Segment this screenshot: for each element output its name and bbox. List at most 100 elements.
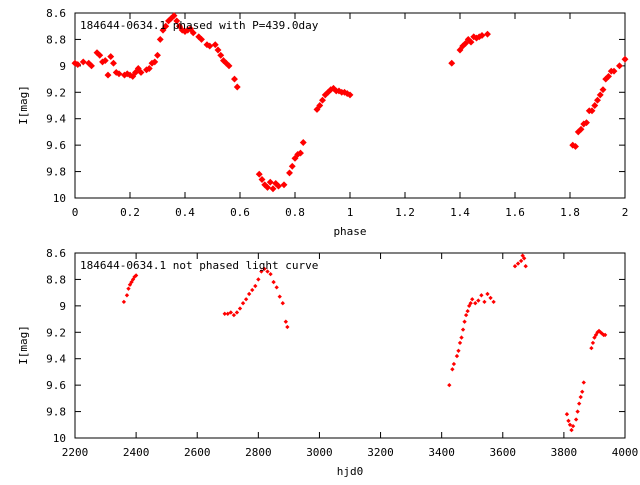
data-point bbox=[473, 301, 478, 306]
y-tick-label: 9.4 bbox=[46, 353, 66, 366]
data-point bbox=[451, 361, 457, 367]
data-point bbox=[570, 423, 576, 429]
data-point bbox=[96, 51, 104, 59]
data-point bbox=[269, 185, 277, 193]
y-tick-label: 9 bbox=[59, 300, 66, 313]
data-point bbox=[578, 394, 583, 400]
data-point bbox=[605, 72, 612, 80]
data-point bbox=[580, 389, 585, 394]
y-tick-label: 10 bbox=[53, 432, 66, 445]
data-point bbox=[156, 35, 164, 43]
data-point bbox=[467, 303, 472, 309]
x-tick-label: 2 bbox=[622, 206, 629, 219]
data-point bbox=[285, 324, 290, 330]
data-point bbox=[488, 295, 493, 301]
data-point bbox=[460, 327, 466, 332]
data-point bbox=[470, 297, 475, 302]
data-point bbox=[101, 57, 109, 65]
x-tick-label: 3800 bbox=[551, 446, 578, 459]
data-point bbox=[259, 269, 264, 274]
data-point bbox=[110, 59, 117, 67]
data-point bbox=[121, 299, 127, 305]
data-point bbox=[228, 310, 233, 315]
y-tick-label: 8.6 bbox=[46, 247, 66, 260]
y-tick-label: 9.8 bbox=[46, 166, 66, 179]
data-point bbox=[456, 348, 461, 353]
data-point bbox=[491, 299, 496, 305]
x-tick-label: 1.8 bbox=[560, 206, 580, 219]
data-point bbox=[173, 17, 181, 25]
data-point bbox=[264, 183, 271, 191]
data-point bbox=[448, 59, 456, 67]
data-point bbox=[129, 279, 134, 285]
y-tick-label: 9.2 bbox=[46, 86, 66, 99]
data-point bbox=[176, 22, 183, 30]
data-point bbox=[253, 283, 258, 289]
data-point bbox=[234, 310, 240, 315]
y-axis-label: I[mag] bbox=[17, 325, 30, 365]
data-point bbox=[145, 65, 153, 72]
data-point bbox=[256, 277, 261, 282]
data-point bbox=[564, 412, 570, 417]
y-axis-label: I[mag] bbox=[17, 85, 30, 125]
data-point bbox=[588, 107, 596, 115]
data-point bbox=[462, 319, 467, 324]
data-point bbox=[159, 26, 167, 34]
data-point bbox=[231, 75, 238, 83]
data-point bbox=[107, 53, 115, 61]
data-point bbox=[271, 279, 276, 285]
unphased-light-curve-chart: hjd0 I[mag] 2200 2400 2600 2800 3000 3200 3400… bbox=[17, 247, 638, 478]
data-point bbox=[454, 353, 460, 359]
data-point bbox=[482, 299, 487, 305]
data-point bbox=[162, 22, 170, 30]
data-point bbox=[74, 61, 82, 68]
data-point bbox=[262, 266, 267, 272]
data-point bbox=[459, 335, 464, 340]
x-tick-label: 1 bbox=[347, 206, 354, 219]
data-point bbox=[485, 291, 490, 297]
data-point bbox=[189, 29, 197, 37]
x-tick-label: 3400 bbox=[428, 446, 455, 459]
x-tick-label: 2600 bbox=[184, 446, 211, 459]
x-tick-label: 0 bbox=[72, 206, 79, 219]
data-point bbox=[266, 178, 274, 186]
data-point bbox=[581, 380, 586, 385]
x-tick-label: 0.4 bbox=[175, 206, 195, 219]
data-point bbox=[468, 301, 473, 306]
data-point bbox=[594, 96, 601, 104]
x-tick-label: 0.6 bbox=[230, 206, 250, 219]
data-point bbox=[124, 293, 130, 298]
data-point bbox=[583, 119, 590, 127]
data-point bbox=[463, 312, 469, 318]
data-point bbox=[346, 91, 354, 99]
data-point bbox=[621, 55, 629, 63]
data-point bbox=[275, 182, 282, 190]
data-point bbox=[592, 335, 597, 340]
data-point bbox=[297, 149, 304, 157]
data-point bbox=[596, 91, 604, 99]
data-point bbox=[512, 264, 518, 269]
chart-title: 184644-0634.1 not phased light curve bbox=[80, 259, 318, 272]
x-tick-label: 0.2 bbox=[120, 206, 140, 219]
y-tick-label: 9 bbox=[59, 60, 66, 73]
data-point bbox=[520, 253, 525, 258]
data-point bbox=[237, 306, 243, 311]
data-point bbox=[243, 297, 249, 302]
data-point bbox=[299, 139, 307, 146]
x-tick-label: 3200 bbox=[367, 446, 394, 459]
data-point bbox=[456, 46, 464, 54]
x-tick-label: 1.2 bbox=[395, 206, 415, 219]
data-point bbox=[291, 154, 299, 162]
x-axis-label: phase bbox=[333, 225, 366, 238]
data-point bbox=[599, 86, 607, 94]
data-point bbox=[573, 417, 579, 422]
x-tick-label: 3000 bbox=[306, 446, 333, 459]
data-point bbox=[126, 286, 131, 291]
x-tick-label: 0.8 bbox=[285, 206, 305, 219]
data-point bbox=[231, 312, 237, 318]
data-point bbox=[610, 67, 618, 75]
x-tick-label: 2400 bbox=[123, 446, 150, 459]
y-tick-label: 9.8 bbox=[46, 406, 66, 419]
data-point bbox=[577, 401, 582, 406]
data-point bbox=[591, 102, 599, 109]
